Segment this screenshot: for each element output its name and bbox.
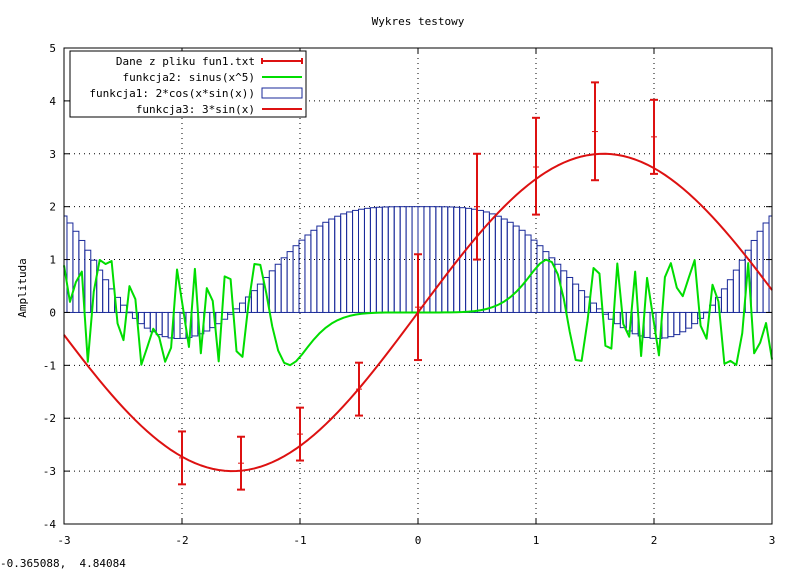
box-bar: [173, 311, 181, 339]
box-bar: [578, 290, 586, 313]
x-tick-label: 3: [769, 534, 776, 547]
box-bar: [352, 209, 360, 313]
y-axis-label: Amplituda: [16, 258, 29, 318]
box-bar: [256, 283, 264, 313]
y-tick-label: 5: [49, 42, 56, 55]
box-bar: [572, 283, 580, 313]
box-bar: [322, 221, 330, 313]
box-bar: [679, 311, 687, 333]
legend-swatch-box: [261, 87, 303, 99]
y-tick-label: 3: [49, 148, 56, 161]
box-bar: [447, 206, 455, 313]
box-bar: [358, 208, 365, 313]
x-tick-label: 1: [533, 534, 540, 547]
box-bar: [120, 304, 127, 313]
x-tick-label: 2: [651, 534, 658, 547]
x-tick-label: 0: [415, 534, 422, 547]
box-bar: [613, 311, 621, 325]
legend-entry-label: funkcja2: sinus(x^5): [123, 71, 255, 84]
box-bar: [500, 218, 508, 313]
box-bar: [274, 263, 282, 313]
errorbar-layer: [178, 81, 658, 491]
box-bar: [346, 211, 354, 313]
box-bar: [161, 311, 169, 338]
y-tick-label: 0: [49, 306, 56, 319]
y-tick-label: -3: [43, 465, 56, 478]
box-bar: [762, 222, 770, 313]
box-bar: [488, 213, 496, 313]
box-bar: [292, 245, 300, 313]
legend: Dane z pliku fun1.txt funkcja2: sinus(x^5…: [69, 50, 307, 118]
box-bar: [631, 311, 639, 335]
box-bar: [340, 213, 348, 313]
box-bar: [268, 270, 276, 313]
box-bar: [334, 215, 342, 313]
y-tick-label: -2: [43, 412, 56, 425]
chart-title: Wykres testowy: [372, 15, 465, 28]
box-bar: [381, 206, 389, 313]
box-bar: [732, 269, 740, 313]
legend-entry-label: funkcja3: 3*sin(x): [136, 103, 255, 116]
y-tick-label: -1: [43, 359, 56, 372]
box-bar: [691, 311, 699, 325]
box-bar: [726, 279, 734, 313]
box-bar: [518, 229, 526, 313]
box-bar: [750, 239, 758, 313]
legend-entry-label: funkcja1: 2*cos(x*sin(x)): [89, 87, 255, 100]
legend-entry-label: Dane z pliku fun1.txt: [116, 55, 255, 68]
box-bar: [72, 230, 80, 313]
box-bar: [304, 234, 312, 313]
y-tick-label: -4: [43, 518, 57, 531]
box-bar: [143, 311, 151, 329]
cursor-coordinate-readout: -0.365088, 4.84084: [0, 557, 126, 570]
box-bar: [280, 257, 288, 313]
box-bar: [239, 302, 246, 313]
box-bar: [536, 245, 544, 313]
box-bar: [720, 288, 728, 313]
box-bar: [685, 311, 693, 329]
x-tick-label: -2: [175, 534, 188, 547]
box-bar: [250, 290, 258, 313]
box-bar: [399, 206, 407, 313]
box-bar: [512, 225, 520, 313]
box-bar: [191, 311, 199, 337]
box-bar: [102, 279, 110, 313]
box-bar: [328, 218, 336, 313]
box-bar: [465, 207, 473, 313]
box-bar: [590, 302, 597, 313]
box-bar: [137, 311, 145, 325]
x-tick-label: -1: [293, 534, 306, 547]
y-tick-label: 1: [49, 254, 56, 267]
box-bar: [566, 276, 574, 313]
box-bar: [524, 234, 532, 313]
box-bar: [233, 308, 241, 313]
box-bar: [298, 239, 306, 313]
box-bar: [369, 207, 377, 313]
box-bar: [530, 239, 538, 313]
box-bar: [316, 225, 324, 313]
y-tick-label: 2: [49, 201, 56, 214]
box-bar: [435, 206, 443, 313]
box-bar: [476, 209, 484, 313]
box-bar: [494, 215, 502, 313]
box-bar: [310, 229, 318, 313]
x-tick-label: -3: [57, 534, 70, 547]
box-bar: [363, 207, 371, 313]
y-tick-label: 4: [49, 95, 56, 108]
box-bar: [459, 207, 467, 313]
box-bar: [286, 251, 294, 313]
box-bar: [155, 311, 163, 336]
box-bar: [673, 311, 681, 336]
box-bar: [667, 311, 675, 338]
